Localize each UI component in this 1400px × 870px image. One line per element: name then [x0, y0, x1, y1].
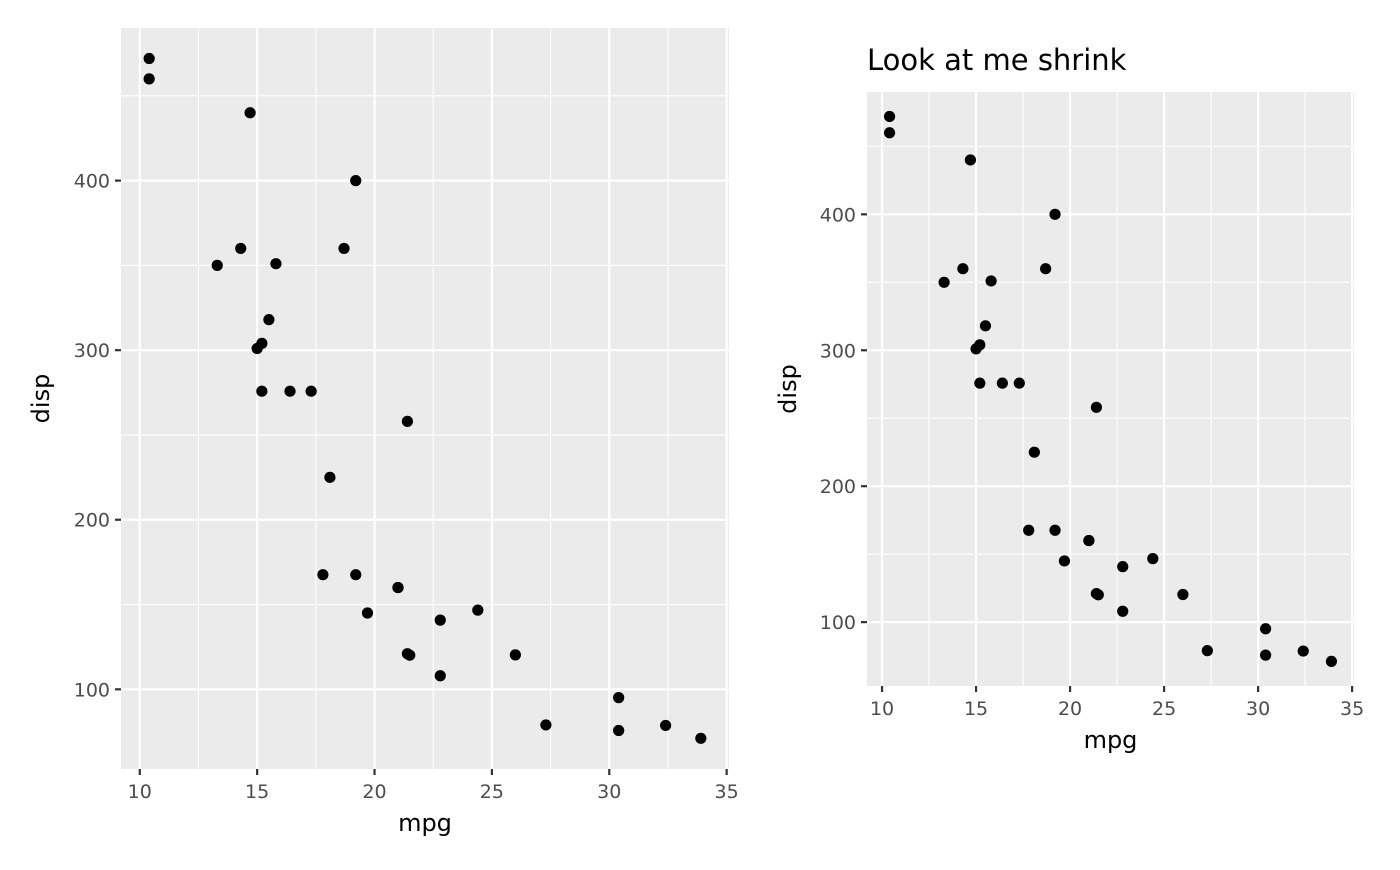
data-point: [1013, 377, 1025, 389]
data-point: [434, 670, 446, 682]
data-point: [1297, 645, 1309, 657]
y-tick-label: 300: [74, 340, 110, 362]
data-point: [270, 258, 282, 270]
x-tick-label: 35: [1340, 698, 1364, 720]
x-tick-label: 30: [597, 781, 621, 803]
y-tick-label: 400: [820, 204, 856, 226]
data-point: [251, 342, 263, 355]
data-point: [317, 569, 329, 581]
data-point: [1177, 588, 1189, 601]
x-tick-label: 15: [245, 781, 269, 803]
data-point: [143, 73, 155, 85]
x-tick-label: 35: [715, 781, 739, 803]
data-point: [613, 692, 625, 704]
data-point: [974, 377, 986, 389]
data-point: [883, 127, 896, 139]
y-axis-title: disp: [774, 364, 802, 414]
x-axis-title: mpg: [398, 809, 452, 837]
data-point: [1049, 208, 1061, 220]
x-tick-label: 20: [1058, 698, 1082, 720]
x-tick-label: 25: [480, 781, 504, 803]
data-point: [996, 377, 1008, 389]
data-point: [1049, 524, 1061, 536]
data-point: [1117, 561, 1129, 573]
data-point: [938, 276, 950, 288]
x-axis-title: mpg: [1084, 726, 1138, 754]
x-tick-label: 15: [964, 698, 988, 720]
x-tick-label: 25: [1152, 698, 1176, 720]
data-point: [1201, 645, 1213, 657]
data-point: [401, 415, 413, 427]
data-point: [1028, 446, 1040, 458]
data-point: [1023, 524, 1035, 536]
data-point: [1260, 649, 1272, 661]
data-point: [695, 732, 707, 744]
x-tick-label: 20: [362, 781, 386, 803]
panel-background: [867, 92, 1354, 686]
y-tick-label: 200: [820, 476, 856, 498]
data-point: [1325, 655, 1338, 667]
panel-background: [121, 28, 729, 769]
data-point: [1083, 534, 1095, 547]
data-point: [509, 649, 521, 661]
data-point: [979, 320, 992, 332]
data-point: [392, 581, 404, 594]
data-point: [350, 569, 362, 581]
y-tick-label: 300: [820, 340, 856, 362]
data-point: [263, 314, 275, 326]
data-point: [324, 471, 336, 483]
data-point: [957, 263, 969, 275]
data-point: [1260, 623, 1272, 635]
data-point: [1090, 401, 1102, 413]
data-point: [211, 259, 223, 271]
data-point: [1040, 263, 1052, 275]
data-point: [244, 107, 256, 119]
x-tick-label: 10: [870, 698, 894, 720]
data-point: [472, 604, 484, 616]
data-point: [284, 385, 296, 397]
data-point: [883, 110, 896, 123]
x-tick-label: 30: [1246, 698, 1270, 720]
data-point: [985, 275, 997, 287]
y-tick-label: 100: [74, 679, 110, 701]
y-tick-label: 100: [820, 612, 856, 634]
data-point: [660, 719, 672, 732]
data-point: [235, 242, 247, 255]
data-point: [434, 614, 446, 626]
x-tick-label: 10: [128, 781, 152, 803]
data-point: [305, 385, 317, 397]
left-scatter-chart: 10 15 20 25 30 35 100 200 300 400 mpg disp: [27, 28, 739, 837]
y-axis-title: disp: [27, 374, 55, 424]
data-point: [613, 724, 625, 737]
data-point: [350, 175, 362, 187]
y-tick-label: 200: [74, 510, 110, 532]
data-point: [1090, 587, 1102, 600]
data-point: [1058, 555, 1071, 567]
data-point: [964, 154, 977, 166]
data-point: [338, 242, 350, 255]
data-point: [256, 385, 268, 397]
plot-title: Look at me shrink: [867, 43, 1127, 77]
data-point: [361, 607, 374, 619]
y-tick-label: 400: [74, 171, 110, 193]
data-point: [970, 343, 982, 355]
data-point: [401, 648, 413, 660]
data-point: [143, 52, 155, 65]
data-point: [540, 719, 552, 731]
data-point: [1117, 605, 1129, 617]
right-scatter-chart: 10 15 20 25 30 35 100 200 300 400 mpg disp Look at m…: [774, 43, 1364, 754]
data-point: [1147, 553, 1159, 565]
